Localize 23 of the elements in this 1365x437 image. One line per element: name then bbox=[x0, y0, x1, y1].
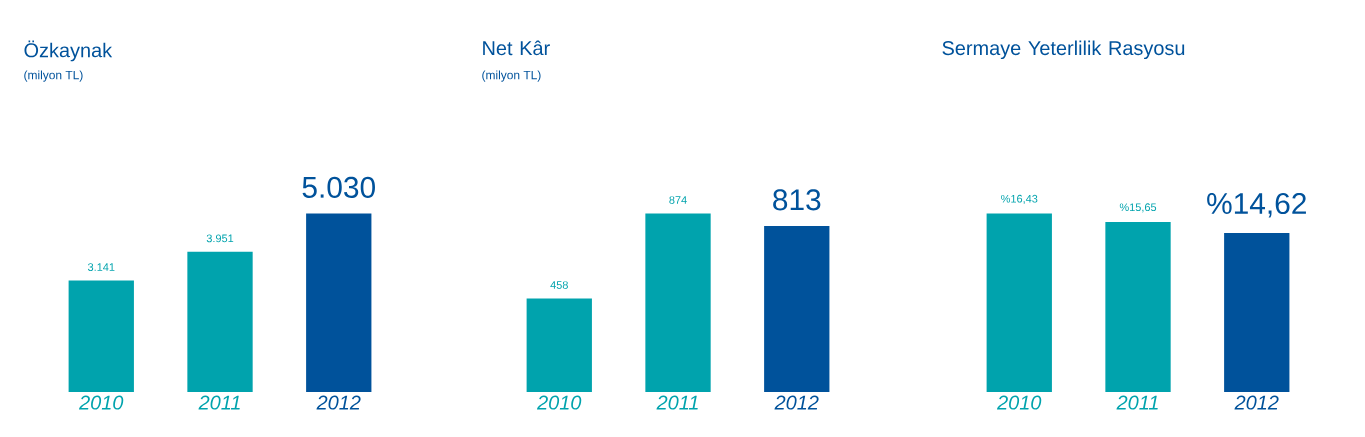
x-tick-label: 2010 bbox=[537, 395, 582, 410]
x-tick-label: 2010 bbox=[997, 395, 1042, 410]
data-label: 3.951 bbox=[206, 234, 234, 243]
data-label: 3.141 bbox=[87, 263, 115, 271]
data-label: %16,43 bbox=[1001, 194, 1038, 204]
chart-subtitle: (milyon TL) bbox=[24, 70, 83, 82]
data-label: %15,65 bbox=[1119, 203, 1157, 213]
chart-title: Sermaye Yeterlilik Rasyosu bbox=[942, 40, 1185, 60]
x-tick-label: 2012 bbox=[1234, 395, 1279, 410]
x-tick-label: 2010 bbox=[79, 395, 124, 410]
data-label: 458 bbox=[550, 281, 568, 289]
data-label: 813 bbox=[773, 189, 821, 211]
x-tick-label: 2012 bbox=[316, 395, 361, 410]
data-label: 5.030 bbox=[302, 176, 375, 198]
x-tick-label: 2011 bbox=[1116, 395, 1158, 410]
x-tick-label: 2011 bbox=[656, 395, 698, 410]
x-tick-label: 2012 bbox=[774, 395, 819, 410]
chart-subtitle: (milyon TL) bbox=[482, 70, 541, 82]
data-label: %14,62 bbox=[1207, 192, 1306, 218]
x-tick-label: 2011 bbox=[198, 395, 240, 410]
data-label: 874 bbox=[669, 196, 687, 204]
chart-title: Özkaynak bbox=[24, 40, 113, 62]
chart-title: Net Kâr bbox=[483, 40, 550, 56]
